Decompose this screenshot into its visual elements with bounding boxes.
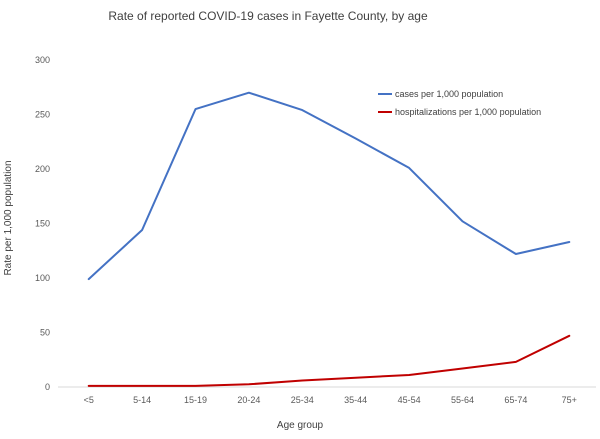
legend: cases per 1,000 population hospitalizatio… bbox=[378, 89, 541, 117]
y-tick-label: 150 bbox=[35, 219, 50, 229]
y-tick-label: 100 bbox=[35, 273, 50, 283]
x-tick-label: 55-64 bbox=[451, 395, 474, 405]
x-tick-label: 25-34 bbox=[291, 395, 314, 405]
legend-label: hospitalizations per 1,000 population bbox=[395, 107, 541, 117]
x-tick-label: 65-74 bbox=[504, 395, 527, 405]
x-axis-label: Age group bbox=[277, 420, 324, 431]
legend-label: cases per 1,000 population bbox=[395, 89, 503, 99]
chart-title: Rate of reported COVID-19 cases in Fayet… bbox=[108, 9, 428, 23]
x-tick-label: 45-54 bbox=[398, 395, 421, 405]
y-tick-label: 300 bbox=[35, 55, 50, 65]
x-tick-group: <5 5-14 15-19 20-24 25-34 35-44 45-54 55-64 65-7… bbox=[84, 395, 577, 405]
y-tick-label: 0 bbox=[45, 382, 50, 392]
x-tick-label: <5 bbox=[84, 395, 94, 405]
y-axis-label: Rate per 1,000 population bbox=[3, 160, 14, 275]
x-tick-label: 15-19 bbox=[184, 395, 207, 405]
y-tick-group: 0 50 100 150 200 250 300 bbox=[35, 55, 50, 392]
series-line-1 bbox=[87, 334, 571, 387]
series-line-0 bbox=[87, 91, 571, 281]
x-tick-label: 20-24 bbox=[237, 395, 260, 405]
x-tick-label: 75+ bbox=[562, 395, 577, 405]
series-group bbox=[87, 91, 571, 387]
y-tick-label: 50 bbox=[40, 328, 50, 338]
y-tick-label: 200 bbox=[35, 164, 50, 174]
y-tick-label: 250 bbox=[35, 110, 50, 120]
x-tick-label: 5-14 bbox=[133, 395, 151, 405]
x-tick-label: 35-44 bbox=[344, 395, 367, 405]
